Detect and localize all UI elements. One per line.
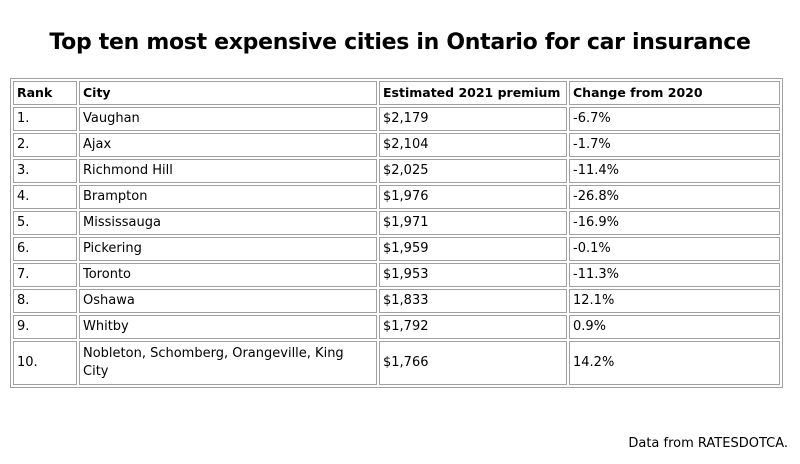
premium-cell: $1,976: [379, 185, 567, 209]
rank-cell: 9.: [13, 315, 77, 339]
change-cell: -16.9%: [569, 211, 780, 235]
city-cell: Whitby: [79, 315, 377, 339]
source-note: Data from RATESDOTCA.: [628, 436, 788, 451]
table-row: 4. Brampton $1,976 -26.8%: [13, 185, 780, 209]
city-cell: Pickering: [79, 237, 377, 261]
header-rank: Rank: [13, 81, 77, 105]
change-cell: -11.3%: [569, 263, 780, 287]
premium-cell: $2,179: [379, 107, 567, 131]
table-row: 8. Oshawa $1,833 12.1%: [13, 289, 780, 313]
header-city: City: [79, 81, 377, 105]
premium-cell: $1,766: [379, 341, 567, 385]
rank-cell: 4.: [13, 185, 77, 209]
city-cell: Oshawa: [79, 289, 377, 313]
premium-cell: $1,959: [379, 237, 567, 261]
change-cell: 12.1%: [569, 289, 780, 313]
rank-cell: 5.: [13, 211, 77, 235]
rank-cell: 3.: [13, 159, 77, 183]
rank-cell: 8.: [13, 289, 77, 313]
change-cell: -26.8%: [569, 185, 780, 209]
rates-table: Rank City Estimated 2021 premium Change …: [10, 78, 783, 388]
rank-cell: 1.: [13, 107, 77, 131]
city-cell: Richmond Hill: [79, 159, 377, 183]
table-row: 7. Toronto $1,953 -11.3%: [13, 263, 780, 287]
city-cell: Mississauga: [79, 211, 377, 235]
table-row: 2. Ajax $2,104 -1.7%: [13, 133, 780, 157]
premium-cell: $1,971: [379, 211, 567, 235]
header-premium: Estimated 2021 premium: [379, 81, 567, 105]
premium-cell: $2,025: [379, 159, 567, 183]
premium-cell: $2,104: [379, 133, 567, 157]
table-row: 6. Pickering $1,959 -0.1%: [13, 237, 780, 261]
rank-cell: 6.: [13, 237, 77, 261]
rank-cell: 7.: [13, 263, 77, 287]
change-cell: -0.1%: [569, 237, 780, 261]
rank-cell: 2.: [13, 133, 77, 157]
city-cell: Nobleton, Schomberg, Orangeville, King C…: [79, 341, 377, 385]
page-title: Top ten most expensive cities in Ontario…: [49, 30, 751, 55]
change-cell: -6.7%: [569, 107, 780, 131]
rank-cell: 10.: [13, 341, 77, 385]
city-cell: Brampton: [79, 185, 377, 209]
table-header-row: Rank City Estimated 2021 premium Change …: [13, 81, 780, 105]
change-cell: -1.7%: [569, 133, 780, 157]
change-cell: 14.2%: [569, 341, 780, 385]
table-row: 10. Nobleton, Schomberg, Orangeville, Ki…: [13, 341, 780, 385]
table-row: 5. Mississauga $1,971 -16.9%: [13, 211, 780, 235]
city-cell: Vaughan: [79, 107, 377, 131]
change-cell: 0.9%: [569, 315, 780, 339]
city-cell: Ajax: [79, 133, 377, 157]
header-change: Change from 2020: [569, 81, 780, 105]
premium-cell: $1,953: [379, 263, 567, 287]
premium-cell: $1,833: [379, 289, 567, 313]
table-row: 3. Richmond Hill $2,025 -11.4%: [13, 159, 780, 183]
table-row: 1. Vaughan $2,179 -6.7%: [13, 107, 780, 131]
city-cell: Toronto: [79, 263, 377, 287]
change-cell: -11.4%: [569, 159, 780, 183]
table-row: 9. Whitby $1,792 0.9%: [13, 315, 780, 339]
premium-cell: $1,792: [379, 315, 567, 339]
